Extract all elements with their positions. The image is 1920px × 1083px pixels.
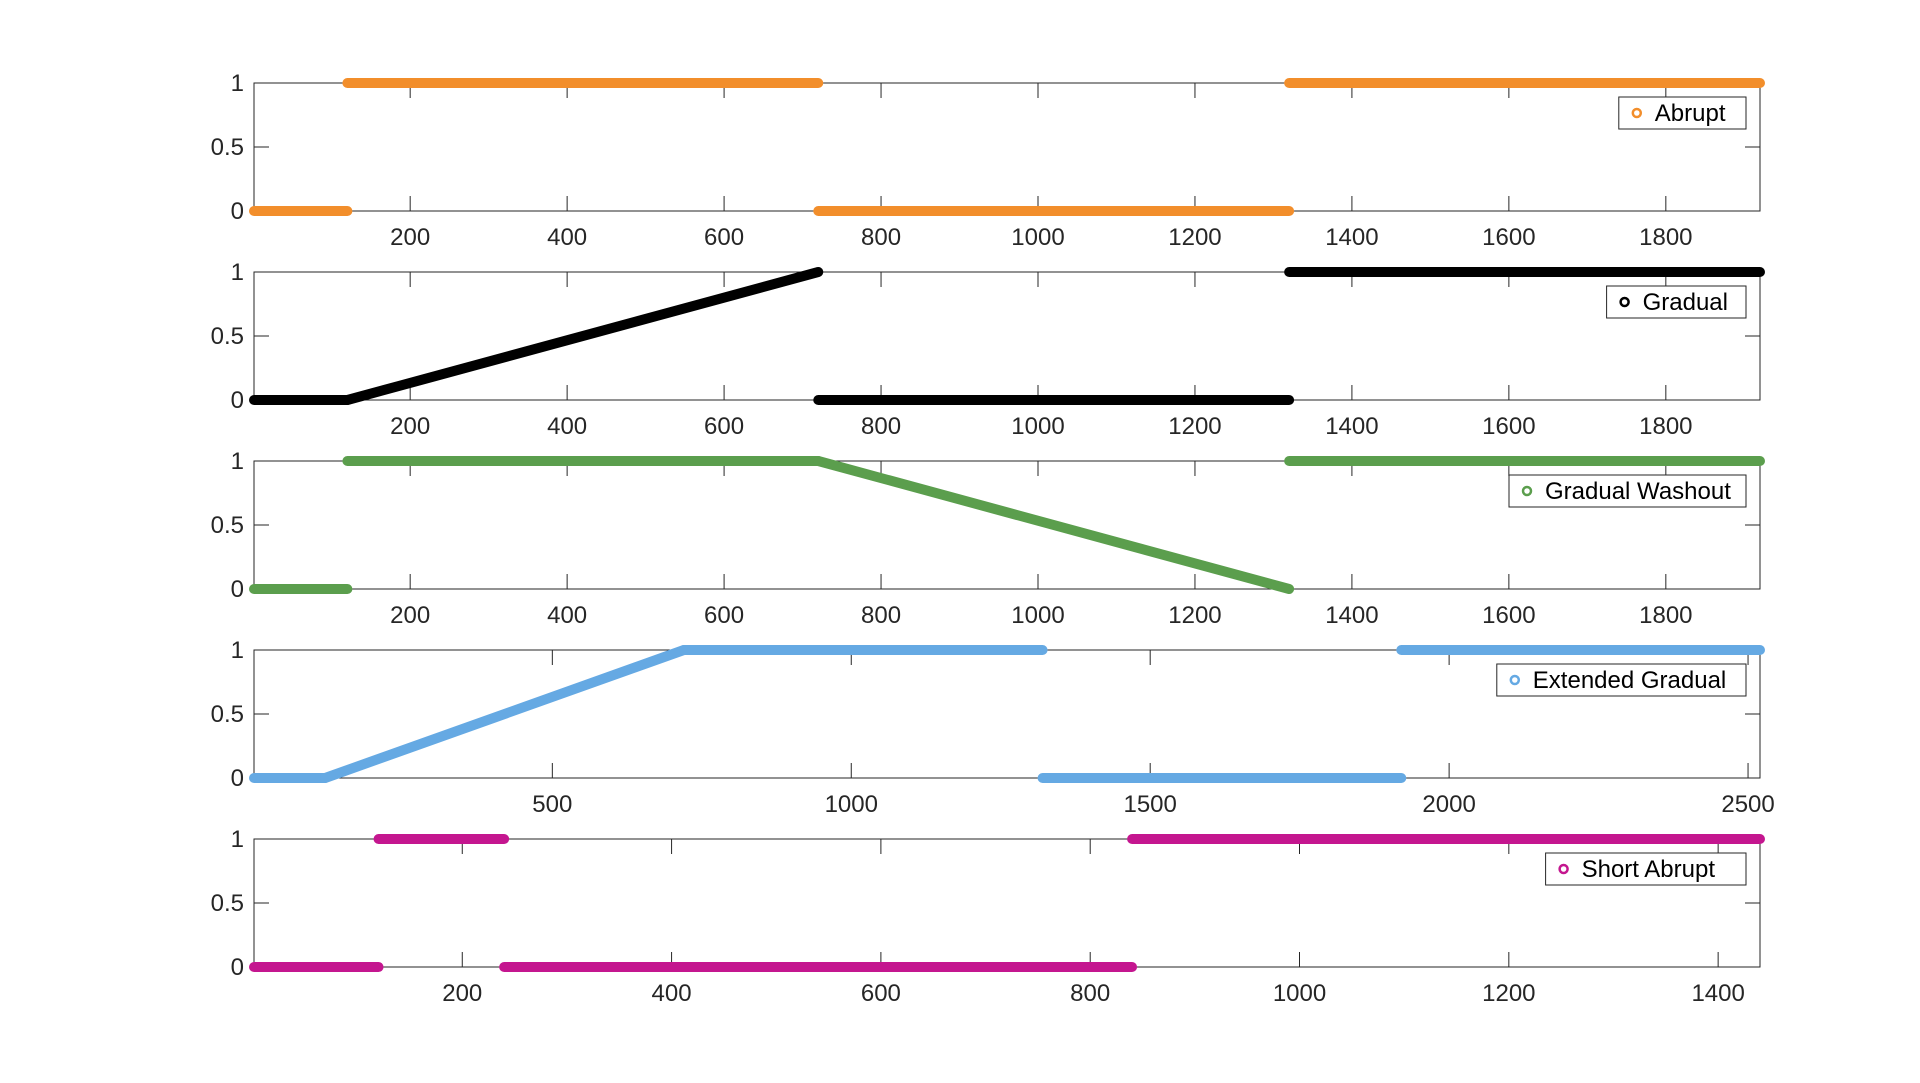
panel-short-abrupt: 200 400 600 800 1000 1200 1400 0 0.5 1 Short Abrup… xyxy=(211,826,1765,1007)
x-tick-label: 500 xyxy=(532,791,572,818)
x-tick-label: 1400 xyxy=(1325,602,1378,629)
x-tick-label: 1400 xyxy=(1691,980,1744,1007)
y-tick-label: 0 xyxy=(231,954,244,981)
x-tick-label: 1000 xyxy=(1011,224,1064,251)
x-tick-label: 2000 xyxy=(1422,791,1475,818)
x-tick-label: 1600 xyxy=(1482,224,1535,251)
y-tick-label: 0 xyxy=(231,765,244,792)
x-tick-label: 1500 xyxy=(1123,791,1176,818)
axes-box xyxy=(253,271,1761,401)
data-segment xyxy=(342,267,824,405)
legend-label: Short Abrupt xyxy=(1582,856,1716,883)
x-tick-label: 1200 xyxy=(1168,413,1221,440)
x-tick-label: 1600 xyxy=(1482,413,1535,440)
x-tick-label: 800 xyxy=(861,224,901,251)
y-tick-label: 0.5 xyxy=(211,512,244,539)
legend-box xyxy=(1545,852,1747,886)
y-tick-label: 0.5 xyxy=(211,701,244,728)
y-tick-label: 1 xyxy=(231,448,244,475)
y-tick-label: 1 xyxy=(231,70,244,97)
axes-box xyxy=(253,838,1761,968)
legend-label: Gradual Washout xyxy=(1545,478,1731,505)
y-tick-label: 0 xyxy=(231,198,244,225)
x-tick-label: 800 xyxy=(861,602,901,629)
x-tick-label: 400 xyxy=(652,980,692,1007)
x-tick-label: 1200 xyxy=(1168,224,1221,251)
axes-box xyxy=(253,82,1761,212)
x-tick-label: 600 xyxy=(704,224,744,251)
x-tick-label: 200 xyxy=(390,224,430,251)
legend: Extended Gradual xyxy=(1496,663,1747,697)
x-tick-label: 1000 xyxy=(1011,413,1064,440)
x-tick-label: 1000 xyxy=(1273,980,1326,1007)
x-tick-label: 200 xyxy=(390,602,430,629)
y-tick-label: 1 xyxy=(231,826,244,853)
legend-label: Extended Gradual xyxy=(1533,667,1726,694)
x-tick-label: 1200 xyxy=(1482,980,1535,1007)
x-tick-label: 800 xyxy=(861,413,901,440)
panel-gradual: 200 400 600 800 1000 1200 1400 1600 1800 0 0.5 1 Gra… xyxy=(211,259,1765,440)
legend-marker xyxy=(1619,296,1630,308)
y-tick-label: 1 xyxy=(231,259,244,286)
legend-box xyxy=(1496,663,1747,697)
y-tick-label: 0.5 xyxy=(211,323,244,350)
legend-label: Abrupt xyxy=(1655,100,1726,127)
x-tick-label: 600 xyxy=(861,980,901,1007)
y-tick-label: 0 xyxy=(231,576,244,603)
y-tick-label: 1 xyxy=(231,637,244,664)
x-tick-label: 1200 xyxy=(1168,602,1221,629)
x-tick-label: 400 xyxy=(547,224,587,251)
x-tick-label: 1400 xyxy=(1325,413,1378,440)
legend-marker xyxy=(1558,863,1569,875)
legend: Gradual Washout xyxy=(1508,474,1747,508)
legend-marker xyxy=(1631,107,1643,119)
x-tick-label: 1800 xyxy=(1639,413,1692,440)
x-tick-label: 200 xyxy=(442,980,482,1007)
x-tick-label: 600 xyxy=(704,413,744,440)
legend-box xyxy=(1508,474,1747,508)
x-tick-label: 1600 xyxy=(1482,602,1535,629)
legend: Gradual xyxy=(1606,285,1747,319)
data-segment xyxy=(813,456,1295,594)
x-tick-label: 600 xyxy=(704,602,744,629)
data-segment xyxy=(320,645,689,783)
x-tick-label: 400 xyxy=(547,413,587,440)
legend: Short Abrupt xyxy=(1545,852,1747,886)
panel-gradual-washout: 200 400 600 800 1000 1200 1400 1600 1800 0 0.5 1 Gra… xyxy=(211,448,1765,629)
x-tick-label: 1400 xyxy=(1325,224,1378,251)
x-tick-label: 1000 xyxy=(825,791,878,818)
x-tick-label: 1000 xyxy=(1011,602,1064,629)
y-tick-label: 0.5 xyxy=(211,890,244,917)
panel-extended-gradual: 500 1000 1500 2000 2500 0 0.5 1 Extended Gradual xyxy=(211,637,1775,818)
legend: Abrupt xyxy=(1618,96,1747,130)
panel-abrupt: 200 400 600 800 1000 1200 1400 1600 1800 0 0.5 1 Abr… xyxy=(211,70,1765,251)
x-tick-label: 1800 xyxy=(1639,602,1692,629)
y-tick-label: 0 xyxy=(231,387,244,414)
x-tick-label: 800 xyxy=(1070,980,1110,1007)
y-tick-label: 0.5 xyxy=(211,134,244,161)
x-tick-label: 200 xyxy=(390,413,430,440)
legend-marker xyxy=(1521,485,1533,497)
x-tick-label: 1800 xyxy=(1639,224,1692,251)
legend-label: Gradual xyxy=(1643,289,1728,316)
legend-marker xyxy=(1509,674,1521,686)
x-tick-label: 2500 xyxy=(1721,791,1774,818)
x-tick-label: 400 xyxy=(547,602,587,629)
